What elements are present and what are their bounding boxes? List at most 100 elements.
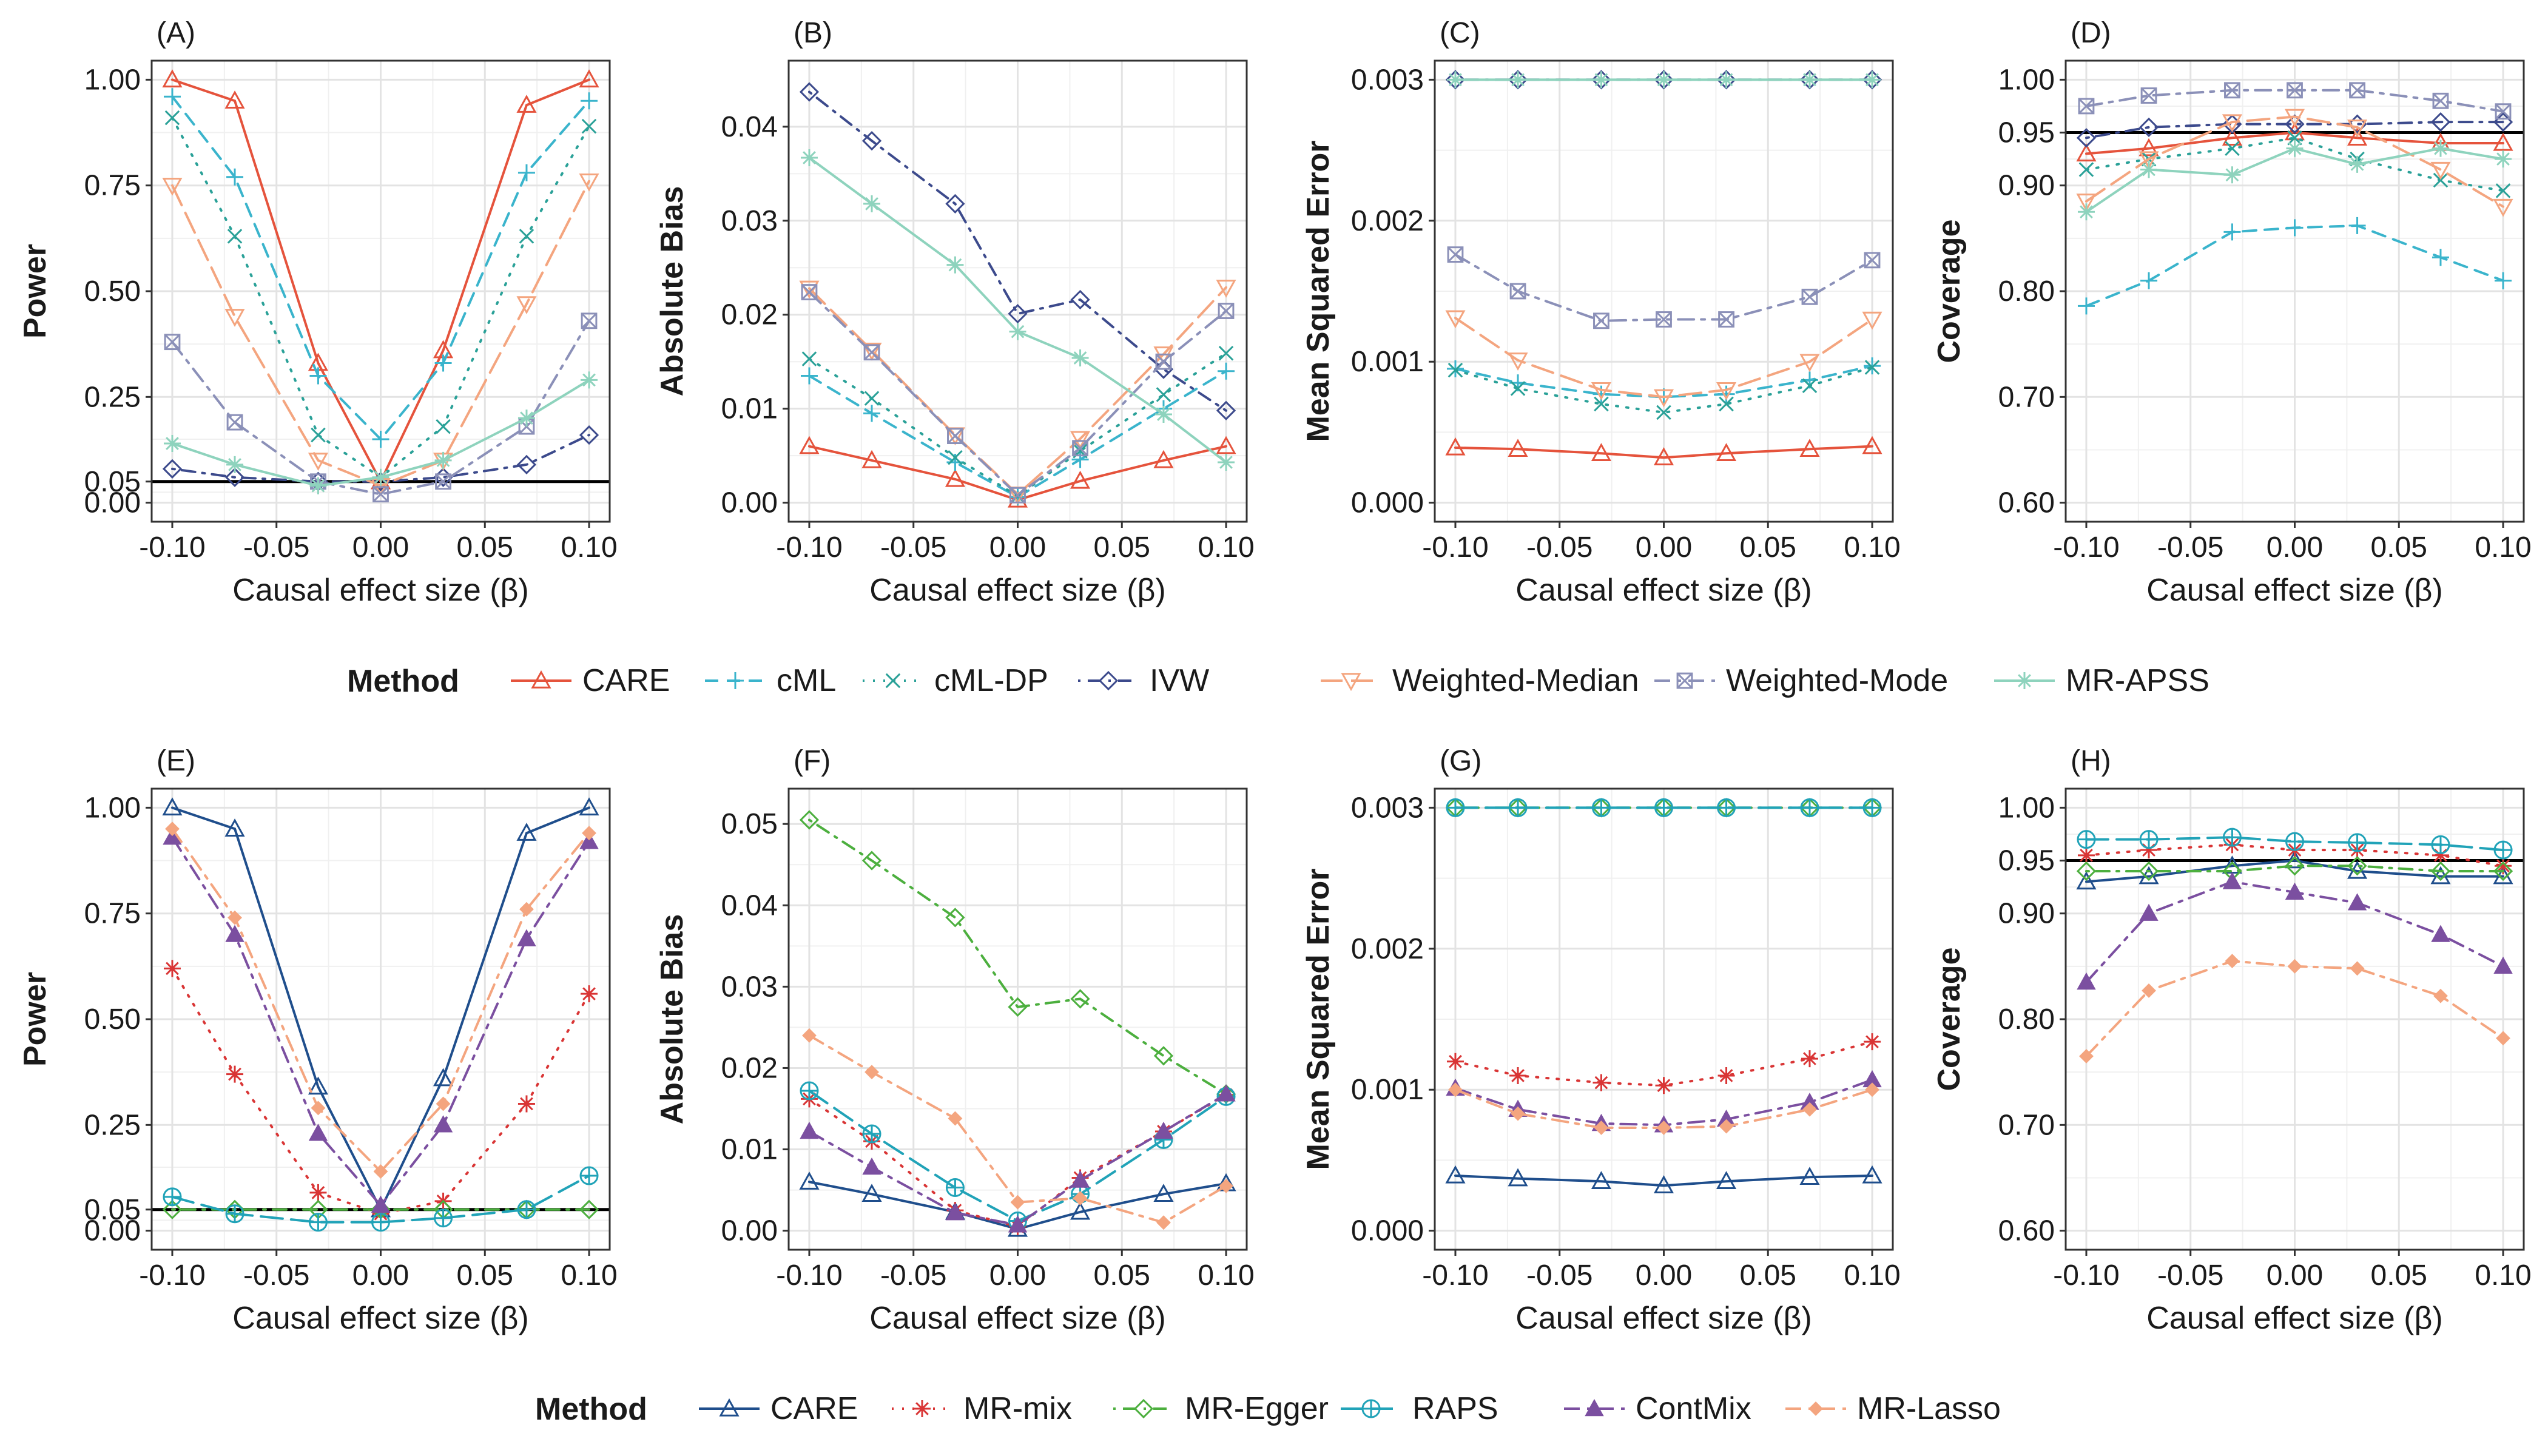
panel-label: (G) <box>1440 745 1481 777</box>
legend-label: ContMix <box>1636 1391 1751 1426</box>
data-point-weighted-median <box>2493 198 2513 217</box>
data-point-cml-dp <box>436 419 451 434</box>
series-raps <box>2077 827 2513 860</box>
series-line-ivw <box>2085 121 2505 140</box>
y-tick-label: 1.00 <box>1998 792 2055 824</box>
data-point-mr-apss <box>2286 140 2304 157</box>
legend-label: cML <box>777 663 836 698</box>
y-tick-label: 0.90 <box>1998 170 2055 202</box>
legend-key-marker <box>914 1400 931 1417</box>
y-tick-label: 0.05 <box>84 1194 141 1226</box>
data-point-mr-egger <box>1153 1046 1174 1066</box>
data-point-contmix <box>1070 1170 1090 1188</box>
data-point-mr-apss <box>1009 323 1026 340</box>
data-point-cml <box>517 164 535 181</box>
data-point-cml-dp <box>1864 360 1880 375</box>
data-point-cml <box>581 92 598 110</box>
data-point-mr-apss <box>163 435 181 453</box>
legend-top: Method CARE cML cML-DP IVW Weighted-Median We… <box>347 663 2209 699</box>
x-axis-title: Causal effect size (β) <box>232 1301 528 1336</box>
data-point-weighted-mode <box>2287 82 2303 99</box>
y-tick-label: 0.50 <box>84 275 141 308</box>
y-tick-label: 0.25 <box>84 381 141 413</box>
data-point-care <box>2222 127 2242 146</box>
data-point-cml-dp <box>948 450 963 465</box>
data-point-care <box>945 468 965 487</box>
data-point-mr-egger <box>579 1199 599 1219</box>
data-point-weighted-median <box>1070 431 1091 450</box>
data-point-weighted-mode <box>2224 82 2240 99</box>
data-point-weighted-median <box>1508 352 1528 371</box>
data-point-mr-lasso <box>2225 954 2240 969</box>
data-point-mr-apss <box>1218 453 1235 471</box>
data-point-mr-lasso <box>864 1065 879 1080</box>
x-tick-label: -0.05 <box>243 531 309 564</box>
panel-a: -0.10 -0.05 0.00 0.05 0.100.000.050.250.500.… <box>18 17 618 608</box>
data-point-mr-lasso <box>373 1164 388 1179</box>
data-point-cml <box>863 405 881 422</box>
legend-item-weighted-median: Weighted-Median <box>1321 663 1639 698</box>
y-tick-label: 1.00 <box>84 792 141 824</box>
data-point-cml-dp <box>2495 183 2511 198</box>
data-point-cml <box>2286 219 2304 237</box>
data-point-cml <box>800 367 818 385</box>
data-point-care <box>2076 871 2097 890</box>
legend-key-marker <box>719 1398 740 1417</box>
data-point-care <box>2076 143 2097 162</box>
data-point-care <box>1508 1168 1528 1187</box>
data-point-care <box>1799 439 1820 457</box>
x-axis-title: Causal effect size (β) <box>1515 573 1812 608</box>
y-tick-label: 0.00 <box>84 487 141 519</box>
x-tick-label: -0.05 <box>1526 531 1592 564</box>
y-tick-label: 0.70 <box>1998 1109 2055 1141</box>
data-point-raps <box>1862 798 1882 817</box>
data-point-cml-dp <box>2433 172 2449 188</box>
legend-item-raps: RAPS <box>1341 1391 1498 1426</box>
x-tick-label: 0.05 <box>457 531 513 564</box>
data-point-cml-dp <box>1448 362 1463 378</box>
legend-bottom: Method CARE MR-mix MR-Egger RAPS ContMix MR-L… <box>535 1391 2001 1427</box>
data-point-ivw <box>945 194 965 214</box>
series-mr-lasso <box>2079 954 2510 1063</box>
data-point-mr-apss <box>2140 161 2158 178</box>
series-weighted-median <box>1445 310 1882 408</box>
data-point-mr-apss <box>309 477 327 494</box>
data-point-mr-lasso <box>311 1100 326 1116</box>
data-point-ivw <box>2076 128 2097 148</box>
data-point-cml <box>434 354 452 372</box>
legend-item-ivw: IVW <box>1078 663 1209 698</box>
series-mr-apss <box>800 149 1235 471</box>
y-tick-label: 0.04 <box>721 889 778 922</box>
y-tick-label: 0.03 <box>721 971 778 1003</box>
data-point-care <box>1216 436 1236 454</box>
data-point-care <box>1445 437 1466 456</box>
data-point-mr-lasso <box>948 1111 963 1126</box>
y-tick-label: 0.003 <box>1351 792 1424 824</box>
data-point-weighted-median <box>162 177 183 196</box>
data-point-weighted-mode <box>947 428 963 445</box>
series-mr-lasso <box>802 1028 1233 1230</box>
data-point-care <box>861 1184 882 1202</box>
legend-label: cML-DP <box>934 663 1048 698</box>
data-point-mr-lasso <box>1511 1106 1525 1121</box>
panel-label: (B) <box>794 17 832 49</box>
data-point-ivw <box>579 425 599 445</box>
legend-item-mr-egger: MR-Egger <box>1113 1391 1329 1426</box>
data-point-mr-apss <box>1154 405 1172 423</box>
data-point-mr-egger <box>1070 989 1090 1009</box>
data-point-weighted-mode <box>2495 103 2512 120</box>
x-tick-label: 0.05 <box>457 1259 513 1292</box>
series-contmix <box>2077 872 2513 990</box>
series-weighted-mode <box>1447 246 1881 329</box>
y-tick-label: 0.60 <box>1998 487 2055 519</box>
data-point-cml <box>372 431 389 448</box>
y-tick-label: 0.75 <box>84 898 141 930</box>
legend-item-weighted-mode: Weighted-Mode <box>1654 663 1948 698</box>
panel-border <box>1434 787 1894 1251</box>
series-contmix <box>800 1084 1236 1233</box>
data-point-care <box>1716 1171 1737 1189</box>
y-tick-label: 0.02 <box>721 1052 778 1084</box>
data-point-weighted-median <box>861 342 882 361</box>
data-point-mr-lasso <box>165 821 180 837</box>
y-tick-label: 0.05 <box>721 808 778 840</box>
